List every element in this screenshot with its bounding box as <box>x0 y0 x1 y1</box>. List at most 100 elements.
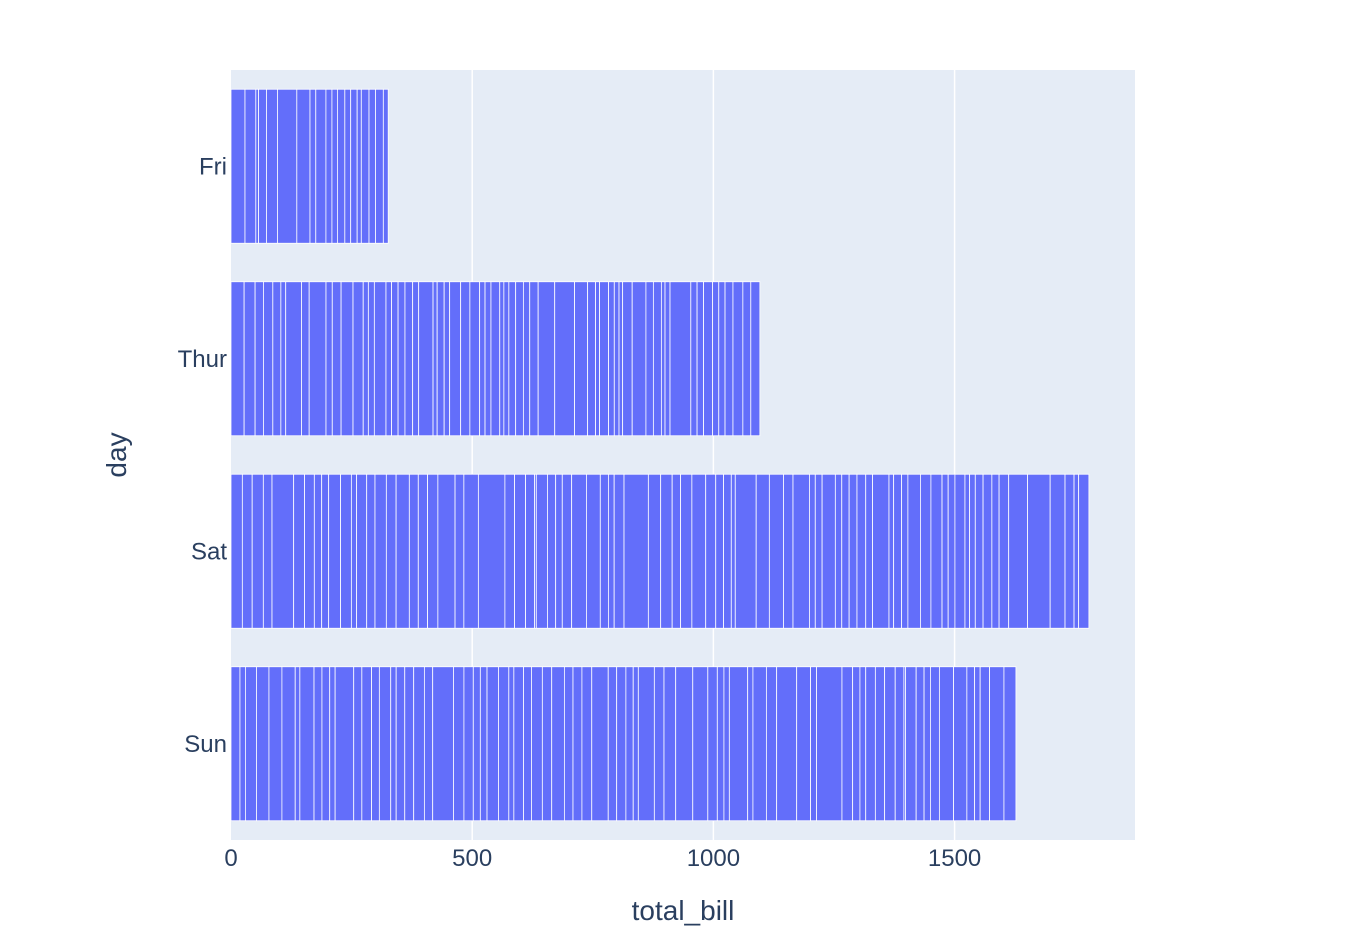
bar-segment <box>321 473 330 629</box>
bar-segment <box>947 473 956 629</box>
bar-segment <box>515 281 524 437</box>
bar-segment <box>309 88 317 244</box>
bar-segment <box>1027 473 1051 629</box>
bar-segment <box>477 473 506 629</box>
bar-segment <box>623 473 649 629</box>
y-tick-label-thur: Thur <box>178 346 227 373</box>
bar-segment <box>418 281 434 437</box>
bar-segment <box>529 281 539 437</box>
bar-segment <box>865 666 876 822</box>
bar-segment <box>571 473 587 629</box>
x-tick-labels: 0 500 1000 1500 <box>224 845 981 872</box>
bar-segment <box>599 473 609 629</box>
bar-segment <box>905 666 917 822</box>
bar-segment <box>437 473 456 629</box>
bar-segment <box>974 473 984 629</box>
bar-segment <box>591 666 609 822</box>
bar-segment <box>747 666 754 822</box>
bar-segment <box>705 473 717 629</box>
bar-segment <box>894 666 905 822</box>
y-tick-labels: Fri Thur Sat Sun <box>178 153 228 758</box>
bar-segment <box>285 281 302 437</box>
bar-segment <box>453 666 465 822</box>
bar-segment <box>574 281 589 437</box>
x-tick-label: 500 <box>452 845 492 872</box>
bar-segment <box>613 473 625 629</box>
bar-segment <box>728 666 749 822</box>
bar-segment <box>313 666 323 822</box>
bar-segment <box>356 473 368 629</box>
bar-segment <box>1064 473 1075 629</box>
bar-segment <box>463 473 479 629</box>
bar-segment <box>852 666 861 822</box>
bar-segment <box>625 666 634 822</box>
bar-segment <box>281 666 296 822</box>
bar-segment <box>256 666 270 822</box>
bar-segment <box>563 666 574 822</box>
bar-segment <box>412 281 420 437</box>
bar-segment <box>581 666 593 822</box>
bar-segment <box>243 281 256 437</box>
bar-sun <box>230 666 1017 822</box>
bar-segment <box>277 88 298 244</box>
bar-segment <box>486 666 499 822</box>
bar-segment <box>413 666 425 822</box>
bar-segment <box>923 666 931 822</box>
bar-segment <box>964 473 971 629</box>
bar-segment <box>268 666 283 822</box>
bar-segment <box>230 88 246 244</box>
bar-segment <box>664 281 671 437</box>
bar-segment <box>255 88 259 244</box>
bar-segment <box>555 473 563 629</box>
bar-segment <box>907 473 921 629</box>
bar-segment <box>1049 473 1066 629</box>
bar-segment <box>504 473 515 629</box>
bar-segment <box>1078 473 1090 629</box>
bar-fri <box>230 88 389 244</box>
bar-segment <box>508 281 517 437</box>
bar-segment <box>514 473 526 629</box>
bar-segment <box>362 281 369 437</box>
bar-segment <box>551 666 565 822</box>
bar-segment <box>663 666 677 822</box>
bar-segment <box>271 473 295 629</box>
bar-segment <box>350 88 358 244</box>
x-tick-label: 1000 <box>687 845 740 872</box>
bar-segment <box>680 473 693 629</box>
bar-segment <box>479 281 486 437</box>
bar-segment <box>691 473 707 629</box>
bar-segment <box>752 666 767 822</box>
bar-segment <box>810 666 817 822</box>
bar-segment <box>436 281 445 437</box>
bar-segment <box>308 281 327 437</box>
bar-segment <box>366 473 376 629</box>
bar-segment <box>460 281 471 437</box>
bar-segment <box>690 281 698 437</box>
bar-segment <box>499 281 505 437</box>
bar-segment <box>561 473 573 629</box>
bar-segment <box>920 473 932 629</box>
bar-segment <box>888 473 895 629</box>
bar-segment <box>660 473 673 629</box>
bar-segment <box>998 473 1010 629</box>
bar-segment <box>368 88 376 244</box>
bar-segment <box>969 473 976 629</box>
bar-segment <box>503 281 510 437</box>
bar-segment <box>915 666 925 822</box>
bar-segment <box>742 281 752 437</box>
bar-segment <box>618 281 624 437</box>
bar-segment <box>730 473 736 629</box>
bar-segment <box>340 281 354 437</box>
bars-layer <box>230 88 1090 822</box>
bar-segment <box>599 281 609 437</box>
bar-segment <box>390 666 397 822</box>
bar-segment <box>783 473 794 629</box>
bar-segment <box>484 281 492 437</box>
bar-segment <box>765 666 778 822</box>
bar-segment <box>296 88 311 244</box>
bar-segment <box>498 666 510 822</box>
bar-segment <box>472 666 481 822</box>
bar-segment <box>337 88 346 244</box>
bar-segment <box>647 473 662 629</box>
bar-segment <box>974 666 981 822</box>
